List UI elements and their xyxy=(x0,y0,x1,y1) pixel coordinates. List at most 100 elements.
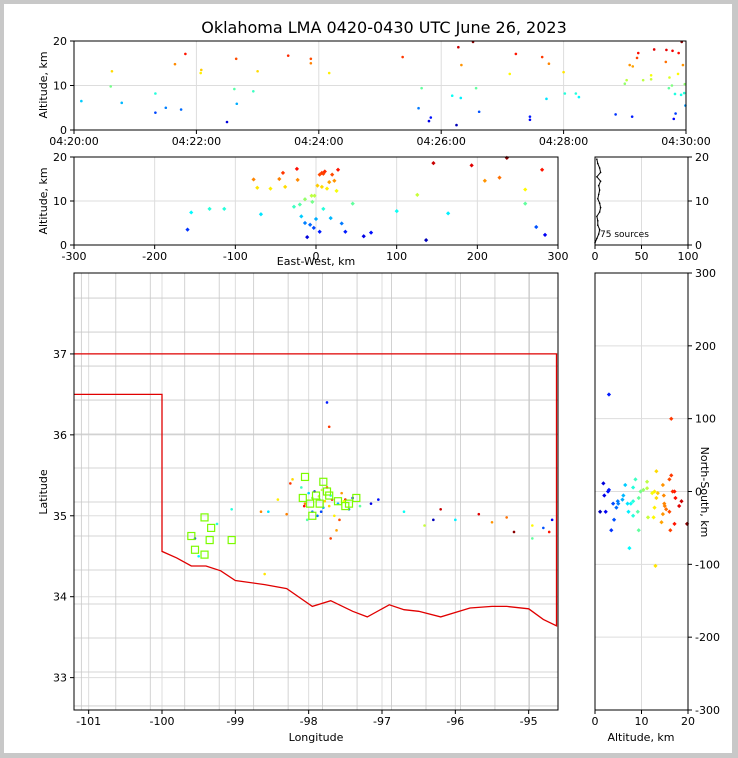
map-source-point xyxy=(276,498,280,501)
time-altitude-point xyxy=(508,72,512,76)
time-altitude-xtick-label: 04:20:00 xyxy=(49,135,98,148)
map-source-point xyxy=(305,518,309,522)
map-source-point xyxy=(550,518,554,522)
east-west-point xyxy=(310,199,315,205)
lma-station-marker xyxy=(200,513,209,522)
map-source-point xyxy=(547,530,551,534)
time-altitude-point xyxy=(309,61,313,65)
north-south-ytick-label: 300 xyxy=(695,267,716,280)
time-altitude-point xyxy=(327,71,331,75)
histogram-ytick-label: 0 xyxy=(695,239,702,252)
map-source-point xyxy=(342,499,346,503)
time-altitude-point xyxy=(417,106,420,110)
east-west-point xyxy=(523,187,528,192)
time-altitude-point xyxy=(164,106,168,110)
time-altitude-xtick-label: 04:30:00 xyxy=(661,135,710,148)
east-west-xtick-label: 100 xyxy=(386,250,407,263)
east-west-point xyxy=(297,202,302,207)
north-south-point xyxy=(615,499,620,504)
east-west-point xyxy=(291,204,297,209)
east-west-point xyxy=(207,206,212,212)
time-altitude-point xyxy=(450,94,454,98)
east-west-point xyxy=(335,167,341,172)
north-south-point xyxy=(631,485,636,490)
map-source-point xyxy=(327,425,331,429)
east-west-point xyxy=(317,229,322,234)
time-altitude-point xyxy=(676,72,680,76)
east-west-point xyxy=(255,185,260,190)
east-west-point xyxy=(415,192,420,197)
time-altitude-point xyxy=(184,52,187,56)
map-source-point xyxy=(402,510,406,514)
north-south-ytick-label: 200 xyxy=(695,340,716,353)
lma-station-marker xyxy=(344,499,354,508)
time-altitude-ytick-label: 10 xyxy=(53,80,67,93)
north-south-point xyxy=(597,509,603,514)
map-source-point xyxy=(490,520,494,524)
time-altitude-point xyxy=(252,89,255,93)
time-altitude-xtick-label: 04:28:00 xyxy=(539,135,588,148)
north-south-point xyxy=(636,528,641,533)
time-altitude-xtick-label: 04:24:00 xyxy=(294,135,343,148)
time-altitude-point xyxy=(668,76,671,79)
lma-station-marker xyxy=(315,499,324,508)
north-south-point xyxy=(660,512,666,517)
map-source-point xyxy=(323,499,327,503)
east-west-altitude-plot: -300 -200 -100 0 100 200 300 0 10 20 East-West, k… xyxy=(37,151,569,268)
time-altitude-point xyxy=(234,57,238,61)
lma-station-marker xyxy=(333,497,343,506)
map-source-point xyxy=(531,537,534,540)
north-south-point xyxy=(652,505,657,510)
north-south-point xyxy=(664,507,669,512)
time-altitude-point xyxy=(154,111,157,114)
time-altitude-point xyxy=(109,85,113,88)
time-altitude-point xyxy=(235,102,239,106)
time-altitude-point xyxy=(683,82,687,86)
time-altitude-point xyxy=(562,70,565,74)
map-source-point xyxy=(377,498,380,501)
time-altitude-point xyxy=(80,99,83,103)
map-source-point xyxy=(454,518,457,522)
north-south-point xyxy=(614,505,619,510)
east-west-point xyxy=(268,186,273,191)
time-altitude-point xyxy=(679,93,683,97)
north-south-point xyxy=(655,490,660,496)
map-xtick-label: -98 xyxy=(300,715,318,728)
time-altitude-point xyxy=(429,116,433,119)
east-west-point xyxy=(302,220,308,226)
east-west-point xyxy=(321,206,326,212)
time-altitude-point xyxy=(664,60,668,64)
north-south-point xyxy=(628,501,633,506)
north-south-point xyxy=(653,563,658,568)
map-source-point xyxy=(338,518,341,522)
time-altitude-point xyxy=(173,62,177,66)
map-x-label: Longitude xyxy=(289,731,344,744)
time-altitude-point xyxy=(625,78,628,82)
time-altitude-point xyxy=(641,78,645,82)
lma-station-marker xyxy=(187,531,196,541)
north-south-point xyxy=(626,509,631,514)
north-south-point xyxy=(641,487,646,493)
east-west-point xyxy=(258,212,264,217)
north-south-point xyxy=(602,493,607,498)
map-ytick-label: 37 xyxy=(53,348,67,361)
east-west-point xyxy=(312,193,317,198)
north-south-point xyxy=(670,489,675,494)
east-west-point xyxy=(394,208,399,214)
time-altitude-point xyxy=(630,115,634,118)
map-source-point xyxy=(512,530,516,534)
east-west-ytick-label: 10 xyxy=(53,195,67,208)
time-altitude-point xyxy=(514,52,518,56)
north-south-point xyxy=(673,495,678,501)
time-altitude-point xyxy=(457,45,460,49)
altitude-north-south-plot: 0 10 20-300 -200 -100 0 100 200 300 Altitude, km… xyxy=(592,267,720,744)
time-altitude-point xyxy=(636,51,640,55)
lma-station-marker xyxy=(352,493,361,503)
time-altitude-point xyxy=(455,123,458,127)
map-source-point xyxy=(267,510,270,514)
map-source-point xyxy=(477,512,481,516)
time-altitude-point xyxy=(199,71,202,75)
north-south-point xyxy=(679,499,684,504)
map-source-point xyxy=(303,502,307,505)
source-count-label: 75 sources xyxy=(600,230,649,240)
